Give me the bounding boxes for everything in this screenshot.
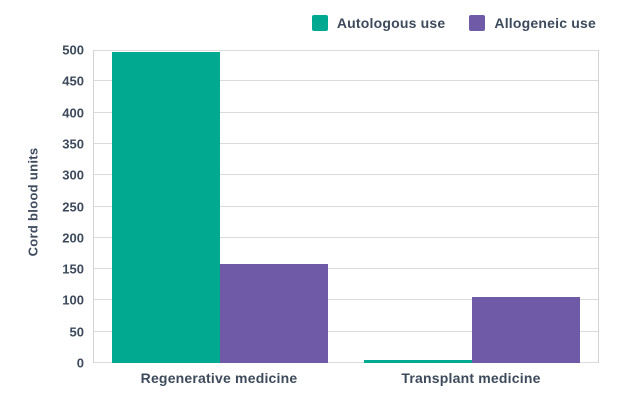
y-tick-label-400: 400 [62, 105, 84, 121]
bar-transplant-medicine-allogeneic-use [472, 297, 580, 363]
y-tick-label-450: 450 [62, 73, 84, 89]
x-category-label-2: Transplant medicine [401, 370, 541, 386]
bar-transplant-medicine-autologous-use [364, 359, 472, 363]
gridline-250 [94, 205, 598, 207]
gridline-400 [94, 111, 598, 113]
gridline-0 [94, 362, 598, 363]
x-category-label-1: Regenerative medicine [140, 370, 298, 386]
y-tick-label-300: 300 [62, 167, 84, 183]
bar-regenerative-medicine-autologous-use [112, 51, 220, 363]
legend-item-autologous: Autologous use [311, 15, 446, 31]
legend-label-allogeneic: Allogeneic use [494, 15, 596, 31]
gridline-300 [94, 174, 598, 176]
gridline-50 [94, 330, 598, 332]
y-tick-label-50: 50 [69, 324, 84, 340]
legend-swatch-autologous-icon [311, 15, 328, 31]
legend-swatch-allogeneic-icon [469, 15, 486, 31]
plot-area [93, 50, 599, 363]
gridline-450 [94, 80, 598, 82]
gridline-150 [94, 268, 598, 270]
y-tick-label-250: 250 [62, 199, 84, 214]
bar-regenerative-medicine-allogeneic-use [220, 264, 328, 363]
x-axis-category-labels: Regenerative medicine Transplant medicine [93, 370, 597, 394]
y-tick-label-0: 0 [76, 355, 84, 371]
y-tick-label-200: 200 [62, 230, 84, 246]
legend-item-allogeneic: Allogeneic use [469, 15, 596, 31]
y-tick-label-150: 150 [62, 261, 84, 277]
gridline-350 [94, 142, 598, 144]
gridline-500 [94, 50, 598, 51]
legend-label-autologous: Autologous use [336, 15, 446, 31]
y-tick-label-100: 100 [62, 292, 84, 308]
y-tick-label-500: 500 [62, 42, 84, 58]
legend: Autologous use Allogeneic use [311, 15, 596, 31]
gridline-100 [94, 299, 598, 301]
gridline-200 [94, 236, 598, 238]
y-axis-tick-labels: 0 50 100 150 200 250 300 350 400 450 500 [0, 43, 84, 371]
y-tick-label-350: 350 [62, 136, 84, 152]
